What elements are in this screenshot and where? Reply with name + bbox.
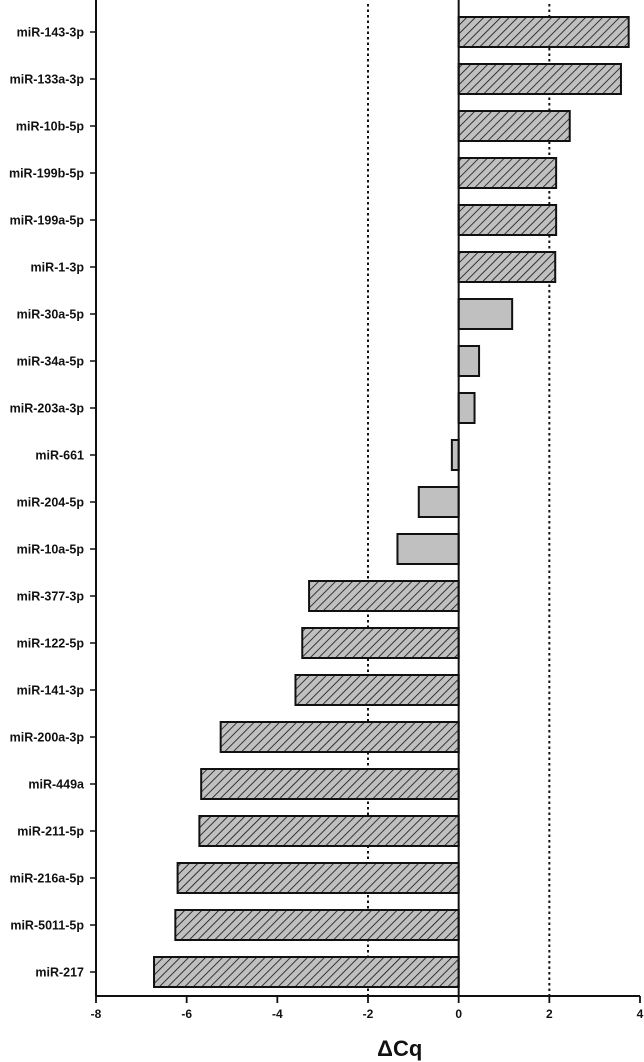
category-label: miR-34a-5p [17,355,85,369]
category-labels: miR-143-3p miR-133a-3p miR-10b-5p miR-199b-… [9,26,96,980]
bar [457,63,622,95]
category-label: miR-217 [35,966,84,980]
category-label: miR-203a-3p [10,402,85,416]
x-tick-label: -2 [363,1007,374,1021]
bar [417,486,460,518]
category-label: miR-5011-5p [10,919,84,933]
category-label: miR-449a [28,778,85,792]
category-label: miR-133a-3p [10,73,85,87]
bar [396,533,460,565]
x-tick-label: -4 [272,1007,283,1021]
category-label: miR-122-5p [17,637,85,651]
category-label: miR-143-3p [17,26,85,40]
bar [174,909,460,941]
x-tick-label: -8 [91,1007,102,1021]
category-label: miR-10a-5p [17,543,85,557]
category-label: miR-30a-5p [17,308,85,322]
category-label: miR-1-3p [31,261,85,275]
bar [308,580,460,612]
bar [457,16,630,48]
x-tick-label: 0 [455,1007,462,1021]
category-label: miR-200a-3p [10,731,85,745]
category-label: miR-377-3p [17,590,85,604]
bar [301,627,460,659]
category-label: miR-211-5p [17,825,84,839]
bar [457,251,557,283]
x-tick-label: 4 [637,1007,644,1021]
category-label: miR-661 [35,449,84,463]
bar [457,345,481,377]
x-axis-title: ΔCq [377,1036,422,1061]
bar [176,862,460,894]
bar [457,157,558,189]
bar [219,721,460,753]
x-tick-label: -6 [181,1007,192,1021]
bar [457,298,514,330]
bar [457,392,476,424]
category-label: miR-141-3p [17,684,85,698]
category-label: miR-199b-5p [9,167,84,181]
bar [457,110,571,142]
bar [457,204,558,236]
category-label: miR-216a-5p [10,872,85,886]
category-label: miR-204-5p [17,496,85,510]
category-label: miR-199a-5p [10,214,85,228]
bars [153,16,630,988]
bar [450,439,460,471]
axes: -8 -6 -4 -2 0 2 4 [91,0,644,1021]
bar [198,815,460,847]
bar [294,674,460,706]
bar [200,768,460,800]
category-label: miR-10b-5p [16,120,84,134]
x-tick-label: 2 [546,1007,553,1021]
bar [153,956,460,988]
